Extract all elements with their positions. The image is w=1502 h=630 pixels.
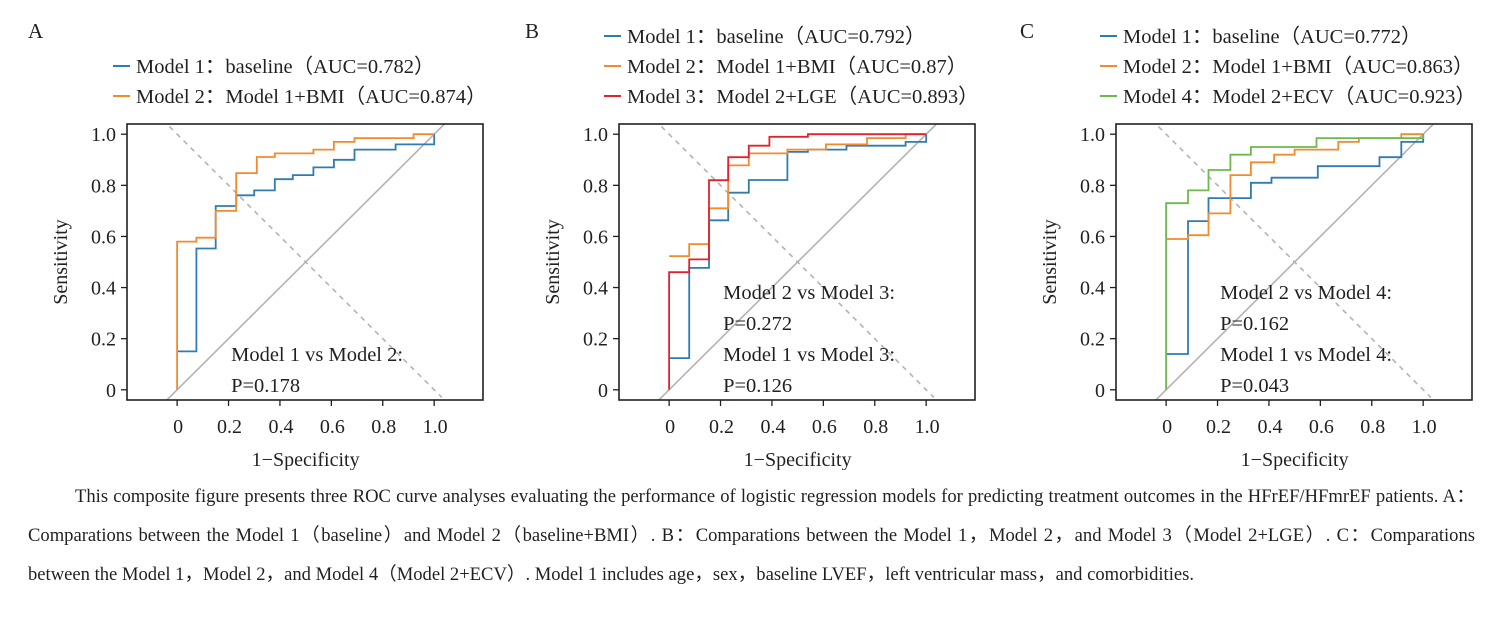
y-tick-label: 1.0 [1080, 124, 1105, 146]
y-tick-label: 0.8 [583, 175, 608, 197]
roc-curve-model-2 [669, 133, 927, 258]
x-axis-label: 1−Specificity [252, 449, 360, 470]
y-tick-label: 0.6 [583, 226, 608, 248]
comparison-annotation: Model 1 vs Model 4: [1220, 344, 1392, 366]
y-axis-label: Sensitivity [1039, 219, 1061, 305]
roc-curve-model-1 [669, 134, 928, 360]
comparison-annotation: Model 1 vs Model 3: [723, 344, 895, 366]
panel-label: C [1020, 19, 1034, 43]
roc-curve-model-3 [668, 133, 927, 390]
roc-curve-model-2 [1166, 133, 1424, 240]
comparison-annotation: Model 1 vs Model 2: [231, 344, 403, 366]
y-tick-label: 0.2 [1080, 329, 1105, 351]
y-tick-label: 1.0 [583, 124, 608, 146]
p-value-annotation: P=0.162 [1220, 313, 1289, 335]
dashed-diagonal [168, 125, 443, 399]
y-tick-label: 0.4 [1080, 278, 1105, 300]
roc-panel-b: B Model 1：baseline（AUC=0.792） Model 2：Mode… [525, 19, 979, 470]
panel-label: A [28, 19, 44, 43]
y-tick-label: 0.4 [583, 278, 608, 300]
plot-frame [126, 123, 484, 401]
y-tick-label: 0 [106, 380, 116, 402]
plot-area [657, 124, 938, 400]
legend-label: Model 2：Model 1+BMI（AUC=0.863） [1123, 55, 1474, 78]
x-tick-label: 0 [1162, 416, 1172, 438]
x-tick-label: 0.8 [1360, 416, 1385, 438]
x-tick-label: 0.6 [320, 416, 345, 438]
y-tick-label: 0.4 [91, 278, 116, 300]
p-value-annotation: P=0.178 [231, 375, 300, 397]
x-tick-label: 0.6 [812, 416, 837, 438]
y-tick-label: 0.8 [1080, 175, 1105, 197]
comparison-annotation: Model 2 vs Model 3: [723, 282, 895, 304]
y-tick-label: 0.6 [91, 226, 116, 248]
plot-frame [618, 123, 976, 401]
x-tick-label: 0.8 [371, 416, 396, 438]
legend-label: Model 4：Model 2+ECV（AUC=0.923） [1123, 85, 1476, 108]
plot-area [1154, 124, 1435, 400]
plot-area [165, 124, 446, 400]
y-tick-label: 0 [598, 380, 608, 402]
legend-label: Model 2：Model 1+BMI（AUC=0.874） [136, 85, 487, 108]
x-tick-label: 1.0 [1412, 416, 1437, 438]
roc-curve-model-1 [1166, 134, 1425, 355]
comparison-annotation: Model 2 vs Model 4: [1220, 282, 1392, 304]
y-tick-label: 1.0 [91, 124, 116, 146]
y-tick-label: 0.6 [1080, 226, 1105, 248]
y-axis-label: Sensitivity [542, 219, 564, 305]
legend-label: Model 1：baseline（AUC=0.792） [627, 25, 926, 48]
figure-caption: This composite figure presents three ROC… [28, 486, 1475, 585]
p-value-annotation: P=0.126 [723, 375, 792, 397]
x-tick-label: 0.2 [709, 416, 734, 438]
p-value-annotation: P=0.272 [723, 313, 792, 335]
y-axis-label: Sensitivity [50, 219, 72, 305]
roc-curve-model-4 [1165, 134, 1425, 390]
roc-curve-model-1 [177, 134, 436, 353]
x-tick-label: 1.0 [915, 416, 940, 438]
y-tick-label: 0.2 [583, 329, 608, 351]
x-axis-label: 1−Specificity [1241, 449, 1349, 470]
x-tick-label: 0 [173, 416, 183, 438]
y-tick-label: 0 [1095, 380, 1105, 402]
x-axis-label: 1−Specificity [744, 449, 852, 470]
roc-panel-a: A Model 1：baseline（AUC=0.782） Model 2：Mode… [28, 19, 487, 470]
roc-figure: A Model 1：baseline（AUC=0.782） Model 2：Mode… [28, 19, 1476, 470]
x-tick-label: 0.4 [760, 416, 785, 438]
panel-label: B [525, 19, 539, 43]
x-tick-label: 0 [665, 416, 675, 438]
x-tick-label: 0.4 [268, 416, 293, 438]
legend-label: Model 1：baseline（AUC=0.782） [136, 55, 435, 78]
x-tick-label: 0.2 [217, 416, 242, 438]
dashed-diagonal [660, 125, 935, 399]
x-tick-label: 0.4 [1257, 416, 1282, 438]
legend-label: Model 2：Model 1+BMI（AUC=0.87） [627, 55, 967, 78]
legend-label: Model 3：Model 2+LGE（AUC=0.893） [627, 85, 979, 108]
roc-curve-model-2 [176, 133, 435, 390]
legend-label: Model 1：baseline（AUC=0.772） [1123, 25, 1422, 48]
x-tick-label: 0.8 [863, 416, 888, 438]
y-tick-label: 0.2 [91, 329, 116, 351]
dashed-diagonal [1157, 125, 1432, 399]
roc-panel-c: C Model 1：baseline（AUC=0.772） Model 2：Mode… [1020, 19, 1476, 470]
y-tick-label: 0.8 [91, 175, 116, 197]
x-tick-label: 0.6 [1309, 416, 1334, 438]
p-value-annotation: P=0.043 [1220, 375, 1289, 397]
plot-frame [1115, 123, 1473, 401]
x-tick-label: 1.0 [423, 416, 448, 438]
x-tick-label: 0.2 [1206, 416, 1231, 438]
